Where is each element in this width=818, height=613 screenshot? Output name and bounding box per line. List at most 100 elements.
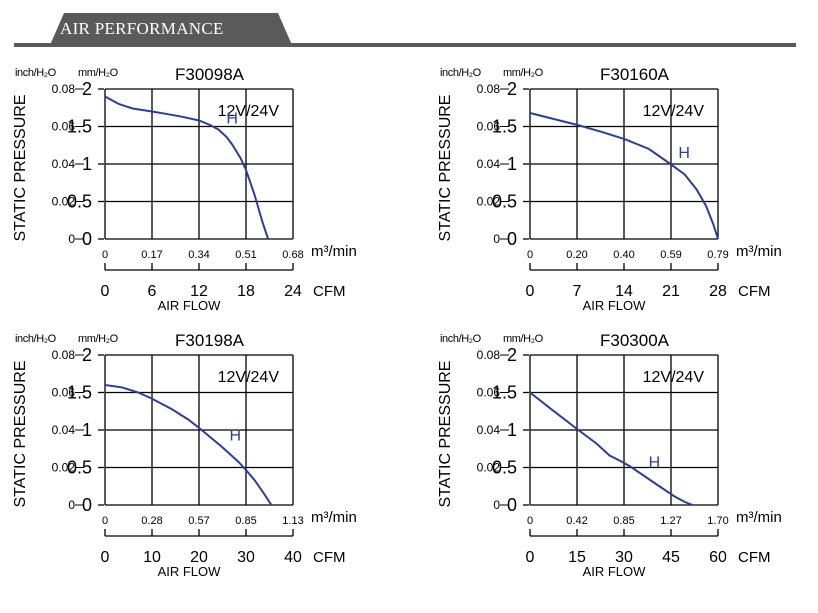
x-unit-cfm: CFM xyxy=(313,283,346,300)
x-tick-label-m3: 1.27 xyxy=(660,515,681,527)
x-tick-label-cfm: 7 xyxy=(573,283,582,300)
series-line-H xyxy=(104,95,270,240)
x-unit-cfm: CFM xyxy=(313,549,346,566)
y-unit-inch: inch/H₂O xyxy=(15,67,57,79)
series-line-H xyxy=(104,384,273,506)
banner-tab xyxy=(50,13,292,45)
y-tick-label-inch: 0.02 xyxy=(477,195,501,209)
x-tick-label-cfm: 45 xyxy=(662,549,680,566)
voltage-label: 12V/24V xyxy=(218,103,280,120)
x-tick-label-m3: 0.68 xyxy=(282,249,303,261)
x-tick-label-cfm: 0 xyxy=(101,549,110,566)
y-tick-label-mm: 2 xyxy=(82,345,92,365)
y-tick-label-inch: 0.02 xyxy=(477,461,501,475)
y-tick-label-inch: 0 xyxy=(68,232,75,246)
y-tick-label-mm: 1 xyxy=(82,420,92,440)
y-tick-label-inch: 0.04 xyxy=(52,423,76,437)
x-tick-label-m3: 1.13 xyxy=(282,515,303,527)
x-tick-label-cfm: 0 xyxy=(526,549,535,566)
y-tick-label-mm: 0 xyxy=(507,495,517,515)
x-tick-label-cfm: 40 xyxy=(284,549,302,566)
x-tick-label-cfm: 15 xyxy=(568,549,586,566)
x-tick-label-m3: 0.17 xyxy=(141,249,162,261)
curve-label: H xyxy=(229,428,241,445)
y-tick-label-inch: 0 xyxy=(493,498,500,512)
y-tick-label-inch: 0 xyxy=(68,498,75,512)
y-tick-label-inch: 0 xyxy=(493,232,500,246)
y-tick-label-inch: 0.02 xyxy=(52,461,76,475)
y-unit-mm: mm/H₂O xyxy=(503,67,544,79)
y-axis-label: STATIC PRESSURE xyxy=(12,361,29,508)
x-unit-m3: m³/min xyxy=(311,509,357,526)
y-tick-label-mm: 0 xyxy=(507,229,517,249)
y-tick-label-inch: 0.08 xyxy=(52,82,76,96)
y-tick-label-inch: 0.04 xyxy=(477,157,501,171)
x-tick-label-cfm: 28 xyxy=(709,283,727,300)
x-unit-cfm: CFM xyxy=(738,283,771,300)
y-tick-label-inch: 0.04 xyxy=(52,157,76,171)
x-unit-m3: m³/min xyxy=(736,509,782,526)
y-tick-label-inch: 0.06 xyxy=(52,120,76,134)
x-tick-label-m3: 0.59 xyxy=(660,249,681,261)
y-tick-label-mm: 2 xyxy=(507,345,517,365)
x-unit-cfm: CFM xyxy=(738,549,771,566)
x-tick-label-cfm: 0 xyxy=(526,283,535,300)
series-line-H xyxy=(529,391,693,506)
y-tick-label-inch: 0.06 xyxy=(477,386,501,400)
y-unit-inch: inch/H₂O xyxy=(440,333,482,345)
chart-title: F30198A xyxy=(175,331,245,350)
x-tick-label-m3: 0.85 xyxy=(613,515,634,527)
x-tick-label-m3: 0 xyxy=(527,249,533,261)
x-tick-label-m3: 0.85 xyxy=(235,515,256,527)
x-tick-label-cfm: 10 xyxy=(143,549,161,566)
y-tick-label-mm: 1 xyxy=(507,420,517,440)
y-tick-label-inch: 0.04 xyxy=(477,423,501,437)
x-axis-label: AIR FLOW xyxy=(158,298,222,313)
y-unit-mm: mm/H₂O xyxy=(78,333,119,345)
x-tick-label-cfm: 20 xyxy=(190,549,208,566)
x-tick-label-m3: 0.51 xyxy=(235,249,256,261)
x-tick-label-cfm: 60 xyxy=(709,549,727,566)
y-tick-label-inch: 0.08 xyxy=(477,82,501,96)
x-tick-label-m3: 0.34 xyxy=(188,249,209,261)
chart-title: F30098A xyxy=(175,65,245,84)
chart-title: F30300A xyxy=(600,331,670,350)
y-tick-label-mm: 0 xyxy=(82,495,92,515)
x-tick-label-m3: 0.79 xyxy=(707,249,728,261)
y-tick-label-mm: 2 xyxy=(82,79,92,99)
curve-label: H xyxy=(649,455,661,472)
x-tick-label-cfm: 6 xyxy=(148,283,157,300)
x-tick-label-m3: 0.20 xyxy=(566,249,587,261)
x-tick-label-m3: 0 xyxy=(102,249,108,261)
x-unit-m3: m³/min xyxy=(311,243,357,260)
chart-0: inch/H₂O mm/H₂O F30098A21.510.500.080.060.… xyxy=(12,65,357,313)
curve-label: H xyxy=(678,145,690,162)
x-tick-label-cfm: 30 xyxy=(237,549,255,566)
chart-3: inch/H₂O mm/H₂O F30300A21.510.500.080.060.… xyxy=(437,331,782,579)
curve-label: H xyxy=(226,111,238,128)
x-axis-label: AIR FLOW xyxy=(583,564,647,579)
x-tick-label-m3: 0.40 xyxy=(613,249,634,261)
y-axis-label: STATIC PRESSURE xyxy=(12,95,29,242)
y-tick-label-mm: 1 xyxy=(507,154,517,174)
y-axis-label: STATIC PRESSURE xyxy=(437,95,454,242)
x-tick-label-m3: 0.42 xyxy=(566,515,587,527)
x-tick-label-cfm: 0 xyxy=(101,283,110,300)
y-tick-label-mm: 2 xyxy=(507,79,517,99)
chart-title: F30160A xyxy=(600,65,670,84)
y-unit-mm: mm/H₂O xyxy=(503,333,544,345)
y-unit-inch: inch/H₂O xyxy=(15,333,57,345)
banner-rule xyxy=(14,43,796,47)
x-tick-label-cfm: 12 xyxy=(190,283,208,300)
x-tick-label-cfm: 21 xyxy=(662,283,680,300)
series-line-H xyxy=(529,112,719,240)
x-tick-label-cfm: 24 xyxy=(284,283,302,300)
banner-title: AIR PERFORMANCE xyxy=(60,19,224,38)
x-tick-label-m3: 0.57 xyxy=(188,515,209,527)
x-tick-label-m3: 0 xyxy=(527,515,533,527)
x-axis-label: AIR FLOW xyxy=(158,564,222,579)
y-tick-label-inch: 0.06 xyxy=(52,386,76,400)
y-axis-label: STATIC PRESSURE xyxy=(437,361,454,508)
chart-1: inch/H₂O mm/H₂O F30160A21.510.500.080.060.… xyxy=(437,65,782,313)
